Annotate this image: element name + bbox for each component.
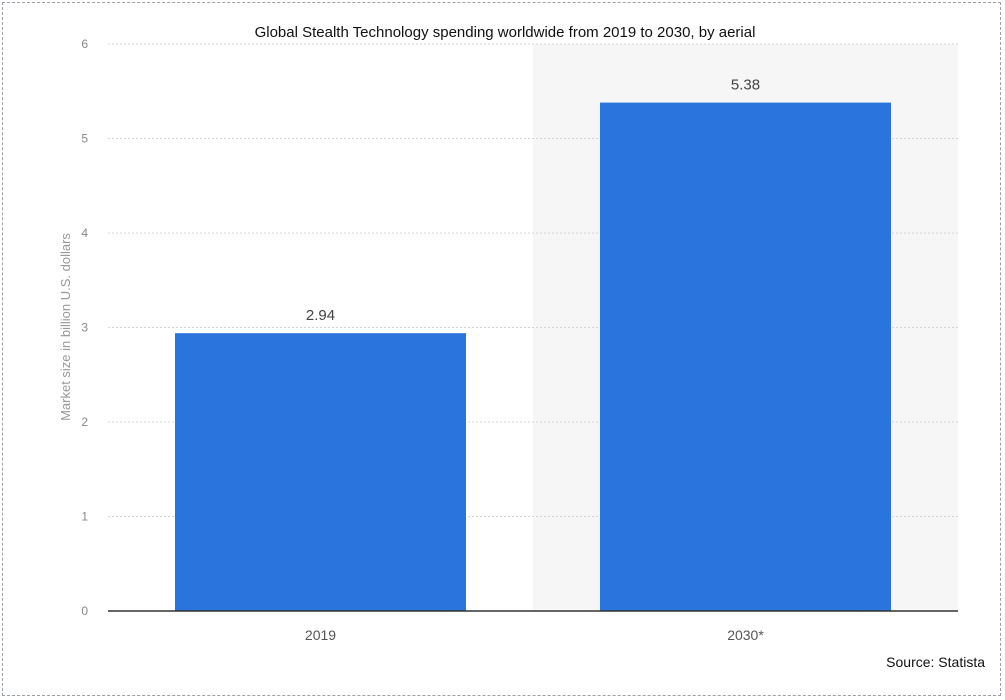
bar-2030	[600, 102, 891, 611]
y-tick-label: 6	[81, 37, 88, 51]
chart-title: Global Stealth Technology spending world…	[255, 24, 756, 41]
y-axis-ticks: 0 1 2 3 4 5 6	[81, 37, 88, 618]
y-tick-label: 1	[81, 510, 88, 524]
y-tick-label: 3	[81, 321, 88, 335]
value-labels: 2.94 5.38	[306, 77, 760, 325]
value-label: 5.38	[731, 77, 760, 94]
x-category-label: 2019	[305, 627, 336, 643]
y-tick-label: 0	[81, 604, 88, 618]
y-axis-label: Market size in billion U.S. dollars	[58, 233, 73, 421]
bar-2019	[175, 333, 466, 611]
value-label: 2.94	[306, 307, 335, 324]
y-tick-label: 2	[81, 415, 88, 429]
bars	[175, 102, 891, 611]
y-tick-label: 4	[81, 226, 88, 240]
x-category-label: 2030*	[727, 627, 764, 643]
y-tick-label: 5	[81, 132, 88, 146]
source-note: Source: Statista	[886, 654, 985, 670]
x-axis-categories: 2019 2030*	[305, 627, 764, 643]
